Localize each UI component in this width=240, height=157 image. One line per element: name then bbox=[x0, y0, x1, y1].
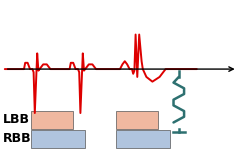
Bar bbox=[31, 111, 73, 129]
Bar bbox=[116, 130, 170, 148]
Text: RBB: RBB bbox=[2, 132, 31, 145]
Bar bbox=[116, 111, 158, 129]
Bar bbox=[31, 130, 85, 148]
Text: LBB: LBB bbox=[2, 113, 29, 126]
